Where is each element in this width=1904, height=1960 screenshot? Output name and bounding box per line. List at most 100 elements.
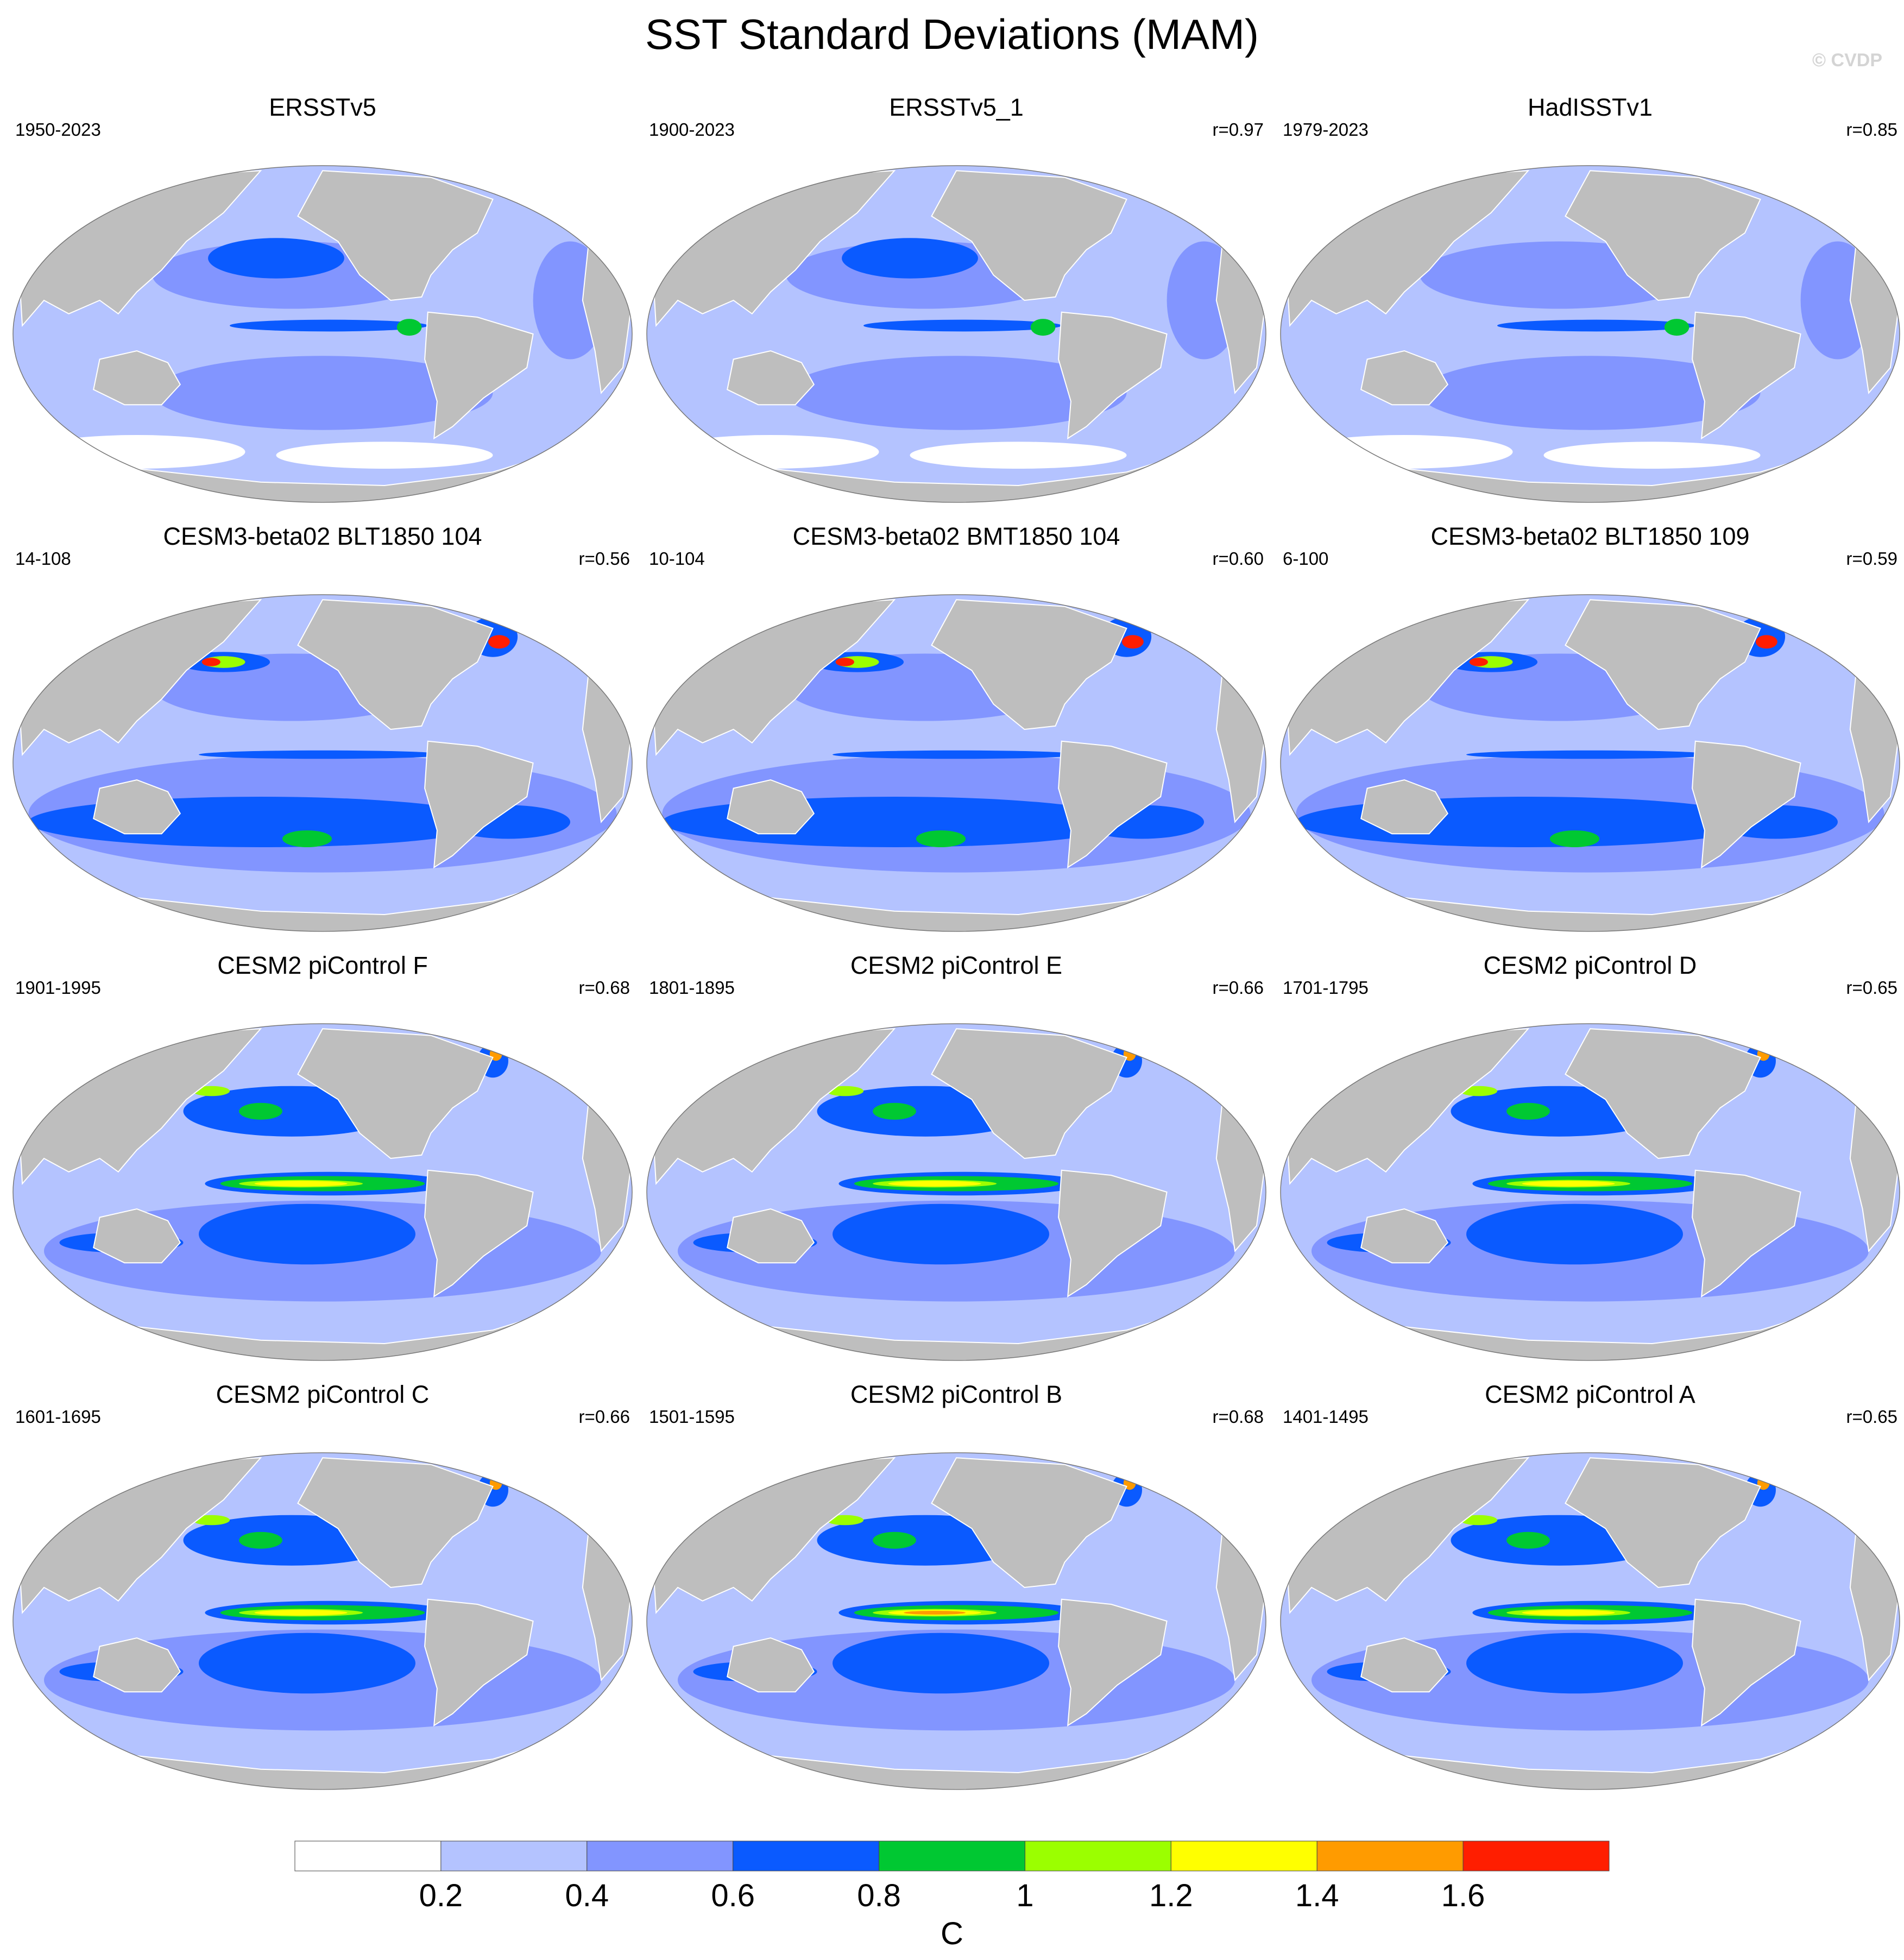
sst-contour-region: [916, 830, 966, 847]
sst-map: [646, 165, 1266, 503]
panel-period: 14-108: [15, 549, 71, 569]
sst-contour-region: [201, 658, 220, 666]
colorbar-segment: [587, 1841, 734, 1871]
sst-contour-region: [1296, 435, 1513, 469]
land-mass: [1360, 779, 1449, 835]
sst-contour-region: [826, 1086, 863, 1096]
map-panel: CESM2 piControl A 1401-1495 r=0.65: [1273, 1379, 1904, 1808]
colorbar-segment: [1024, 1841, 1171, 1871]
panel-title: CESM2 piControl F: [217, 951, 428, 979]
sst-map: [646, 1452, 1266, 1790]
sst-contour-region: [239, 1532, 282, 1549]
sst-contour-region: [833, 1633, 1049, 1694]
sst-map: [646, 594, 1266, 932]
land-mass: [1058, 1169, 1168, 1298]
sst-contour-region: [254, 1181, 348, 1187]
sst-contour-region: [1030, 319, 1056, 336]
sst-map: [12, 594, 633, 932]
land-mass: [727, 779, 815, 835]
sst-contour-region: [1466, 1203, 1683, 1265]
colorbar-tick-label: 0.4: [565, 1878, 609, 1913]
sst-contour-region: [863, 319, 1062, 332]
colorbar-segment: [440, 1841, 588, 1871]
sst-contour-region: [888, 1181, 981, 1187]
map-border: [1280, 594, 1900, 932]
sst-contour-region: [199, 1633, 415, 1694]
land-mass: [424, 740, 534, 869]
panel-title: CESM2 piControl C: [216, 1381, 430, 1408]
land-mass: [297, 599, 494, 730]
panel-period: 1601-1695: [15, 1407, 101, 1427]
panel-period: 1979-2023: [1283, 119, 1369, 140]
sst-contour-region: [910, 442, 1127, 469]
map-border: [646, 594, 1266, 932]
sst-contour-region: [1469, 658, 1488, 666]
land-mass: [93, 1637, 181, 1693]
colorbar-tick-label: 0.8: [857, 1878, 901, 1913]
land-mass: [297, 170, 494, 301]
sst-contour-region: [488, 635, 510, 649]
sst-contour-region: [1466, 750, 1714, 759]
land-mass: [1565, 170, 1761, 301]
copyright-label: © CVDP: [1812, 50, 1882, 71]
sst-contour-region: [254, 1610, 348, 1616]
map-panel: CESM2 piControl D 1701-1795 r=0.65: [1273, 950, 1904, 1379]
panel-title: CESM2 piControl E: [850, 951, 1063, 979]
map-panel: CESM3-beta02 BLT1850 104 14-108 r=0.56: [5, 521, 640, 950]
panel-title: CESM3-beta02 BLT1850 109: [1430, 522, 1750, 550]
sst-contour-region: [1420, 356, 1761, 430]
colorbar-segment: [879, 1841, 1025, 1871]
colorbar-segment: [733, 1841, 880, 1871]
panel-period: 6-100: [1283, 549, 1329, 569]
panel-period: 1501-1595: [649, 1407, 735, 1427]
sst-map: [12, 1023, 633, 1361]
map-border: [12, 165, 633, 503]
map-panel: CESM2 piControl E 1801-1895 r=0.66: [639, 950, 1273, 1379]
sst-contour-region: [1460, 1086, 1497, 1096]
panel-title: HadISSTv1: [1527, 93, 1653, 121]
sst-contour-region: [1460, 1515, 1497, 1526]
sst-contour-region: [192, 1086, 230, 1096]
panel-pattern-correlation: r=0.65: [1846, 1407, 1898, 1427]
land-mass: [727, 350, 815, 406]
sst-contour-region: [230, 319, 428, 332]
land-mass: [1692, 1169, 1801, 1298]
sst-map: [1280, 594, 1900, 932]
land-mass: [424, 1598, 534, 1727]
land-mass: [424, 1169, 534, 1298]
map-panel: CESM3-beta02 BLT1850 109 6-100 r=0.59: [1273, 521, 1904, 950]
figure-title: SST Standard Deviations (MAM): [645, 10, 1259, 58]
map-border: [1280, 1452, 1900, 1790]
panel-title: CESM3-beta02 BMT1850 104: [792, 522, 1120, 550]
sst-contour-region: [1466, 1633, 1683, 1694]
map-border: [646, 1023, 1266, 1361]
sst-contour-region: [239, 1102, 282, 1120]
panel-pattern-correlation: r=0.60: [1212, 549, 1264, 569]
sst-contour-region: [192, 1515, 230, 1526]
panel-pattern-correlation: r=0.66: [578, 1407, 631, 1427]
colorbar-tick-label: 0.6: [711, 1878, 755, 1913]
sst-contour-region: [208, 238, 344, 279]
sst-contour-region: [1497, 319, 1695, 332]
land-mass: [727, 1637, 815, 1693]
map-panel: ERSSTv5 1950-2023: [5, 92, 640, 521]
panel-pattern-correlation: r=0.68: [1212, 1407, 1264, 1427]
land-mass: [1360, 350, 1449, 406]
sst-contour-region: [873, 1102, 916, 1120]
sst-contour-region: [1543, 442, 1761, 469]
sst-contour-region: [904, 1611, 966, 1615]
colorbar-tick-label: 1.2: [1149, 1878, 1193, 1913]
land-mass: [93, 1208, 181, 1264]
map-border: [1280, 165, 1900, 503]
map-border: [646, 165, 1266, 503]
panel-title: CESM3-beta02 BLT1850 104: [163, 522, 482, 550]
sst-contour-region: [835, 658, 854, 666]
land-mass: [1058, 311, 1168, 440]
land-mass: [1565, 1028, 1761, 1159]
sst-contour-region: [1506, 1102, 1550, 1120]
land-mass: [1692, 311, 1801, 440]
colorbar-segment: [1462, 1841, 1610, 1871]
land-mass: [1565, 599, 1761, 730]
land-mass: [1058, 1598, 1168, 1727]
colorbar-tick-label: 1.4: [1295, 1878, 1339, 1913]
